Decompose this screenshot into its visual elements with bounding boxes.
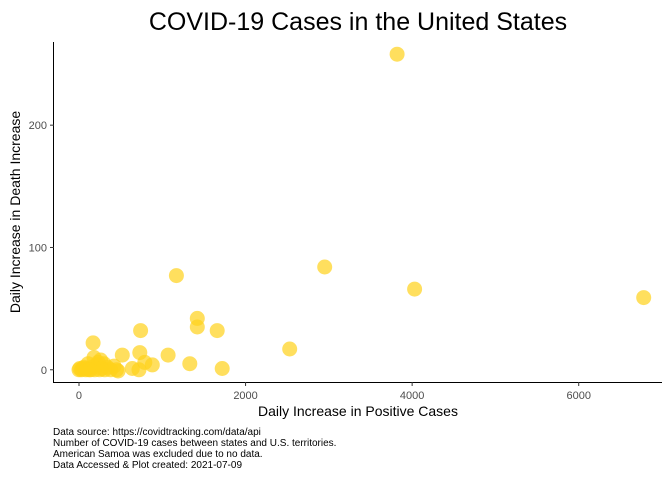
x-tick-label: 6000 bbox=[566, 390, 590, 402]
data-point bbox=[407, 281, 423, 297]
x-ticks: 0 2000 4000 6000 bbox=[76, 382, 591, 402]
data-point bbox=[389, 46, 405, 62]
caption-line-source: Data source: https://covidtracking.com/d… bbox=[53, 427, 261, 438]
caption-line-date: Data Accessed & Plot created: 2021-07-09 bbox=[53, 460, 243, 471]
data-point bbox=[110, 363, 126, 379]
caption-line-exclusion: American Samoa was excluded due to no da… bbox=[53, 449, 263, 460]
data-point bbox=[133, 323, 149, 339]
x-tick-label: 2000 bbox=[233, 390, 257, 402]
data-point bbox=[209, 323, 225, 339]
y-tick-label: 0 bbox=[41, 365, 47, 377]
data-point bbox=[114, 347, 130, 363]
data-point bbox=[282, 341, 298, 357]
y-tick-label: 100 bbox=[29, 242, 47, 254]
points-layer bbox=[71, 46, 652, 379]
data-point bbox=[317, 259, 333, 275]
data-point bbox=[214, 361, 230, 376]
data-point bbox=[182, 356, 198, 372]
data-point bbox=[189, 319, 205, 335]
data-point bbox=[85, 335, 101, 351]
x-tick-label: 0 bbox=[76, 390, 82, 402]
y-ticks: 0 100 200 bbox=[29, 120, 54, 377]
x-tick-label: 4000 bbox=[400, 390, 424, 402]
data-point bbox=[160, 347, 176, 363]
y-tick-label: 200 bbox=[29, 120, 47, 132]
chart-title: COVID-19 Cases in the United States bbox=[149, 8, 567, 36]
x-axis-title: Daily Increase in Positive Cases bbox=[258, 403, 458, 419]
data-point bbox=[636, 290, 652, 306]
data-point bbox=[90, 354, 106, 370]
y-axis-title: Daily Increase in Death Increase bbox=[7, 111, 23, 314]
caption: Data source: https://covidtracking.com/d… bbox=[53, 427, 653, 471]
data-point bbox=[131, 362, 147, 378]
data-point bbox=[168, 268, 184, 284]
caption-line-description: Number of COVID-19 cases between states … bbox=[53, 438, 337, 449]
